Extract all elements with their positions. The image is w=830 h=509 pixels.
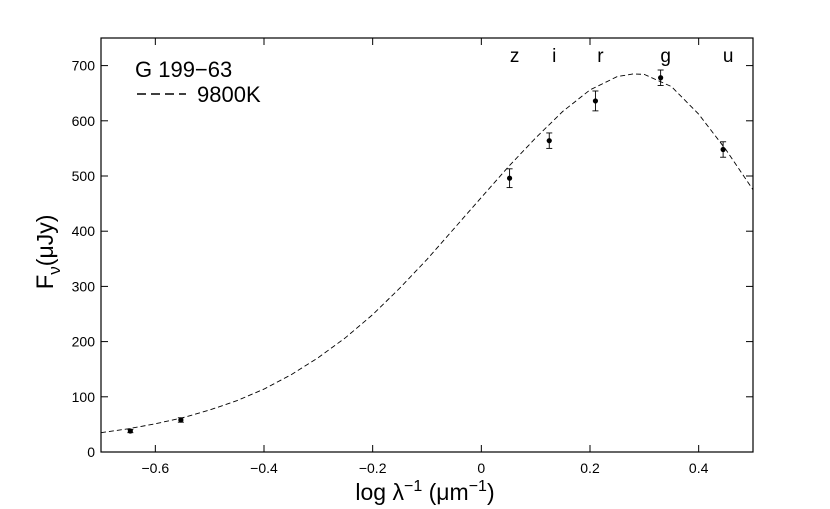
data-point-6	[720, 146, 726, 153]
data-point-1	[178, 417, 184, 423]
y-tick-label-0: 0	[87, 444, 95, 460]
x-tick-label-5: 0.4	[689, 460, 709, 476]
data-point-2	[506, 175, 513, 181]
x-tick-label-2: −0.2	[359, 460, 387, 476]
band-label-r: r	[597, 46, 604, 67]
model-curve-9800k	[100, 73, 754, 434]
x-axis-title-close: )	[487, 479, 495, 505]
x-axis-title-main: log λ	[355, 479, 404, 505]
x-axis-title: log λ−1 (μm−1)	[355, 478, 494, 505]
data-point-0	[127, 428, 133, 434]
y-axis-title-unit: (μJy)	[32, 215, 58, 267]
svg-text:Fν(μJy): Fν(μJy)	[32, 215, 64, 290]
x-tick-label-4: 0.2	[580, 460, 600, 476]
band-label-i: i	[552, 46, 556, 67]
y-axis-title: Fν(μJy)	[32, 215, 64, 290]
band-label-g: g	[660, 46, 671, 67]
legend: G 199−63 9800K	[135, 57, 261, 107]
band-label-u: u	[723, 46, 734, 67]
y-tick-label-3: 300	[72, 278, 96, 294]
x-tick-label-0: −0.6	[142, 460, 170, 476]
x-axis-title-unit: (μm	[422, 479, 468, 505]
y-tick-label-7: 700	[72, 58, 96, 74]
y-tick-label-4: 400	[72, 223, 96, 239]
data-point-5	[658, 75, 664, 81]
y-tick-label-6: 600	[72, 113, 96, 129]
legend-object-label: G 199−63	[135, 57, 232, 82]
band-label-z: z	[510, 46, 520, 67]
y-tick-label-2: 200	[72, 334, 96, 350]
y-axis-title-main: F	[32, 275, 59, 290]
y-axis-title-sub: ν	[45, 266, 64, 275]
y-tick-label-5: 500	[72, 168, 96, 184]
legend-model-label: 9800K	[197, 82, 261, 107]
y-tick-label-1: 100	[72, 389, 96, 405]
x-tick-label-1: −0.4	[250, 460, 278, 476]
plot-frame	[100, 37, 754, 453]
x-axis-title-sup1: −1	[404, 478, 422, 495]
x-tick-label-3: 0	[477, 460, 485, 476]
data-point-4	[592, 98, 599, 104]
data-point-3	[546, 138, 552, 144]
x-axis-title-sup2: −1	[469, 478, 487, 495]
